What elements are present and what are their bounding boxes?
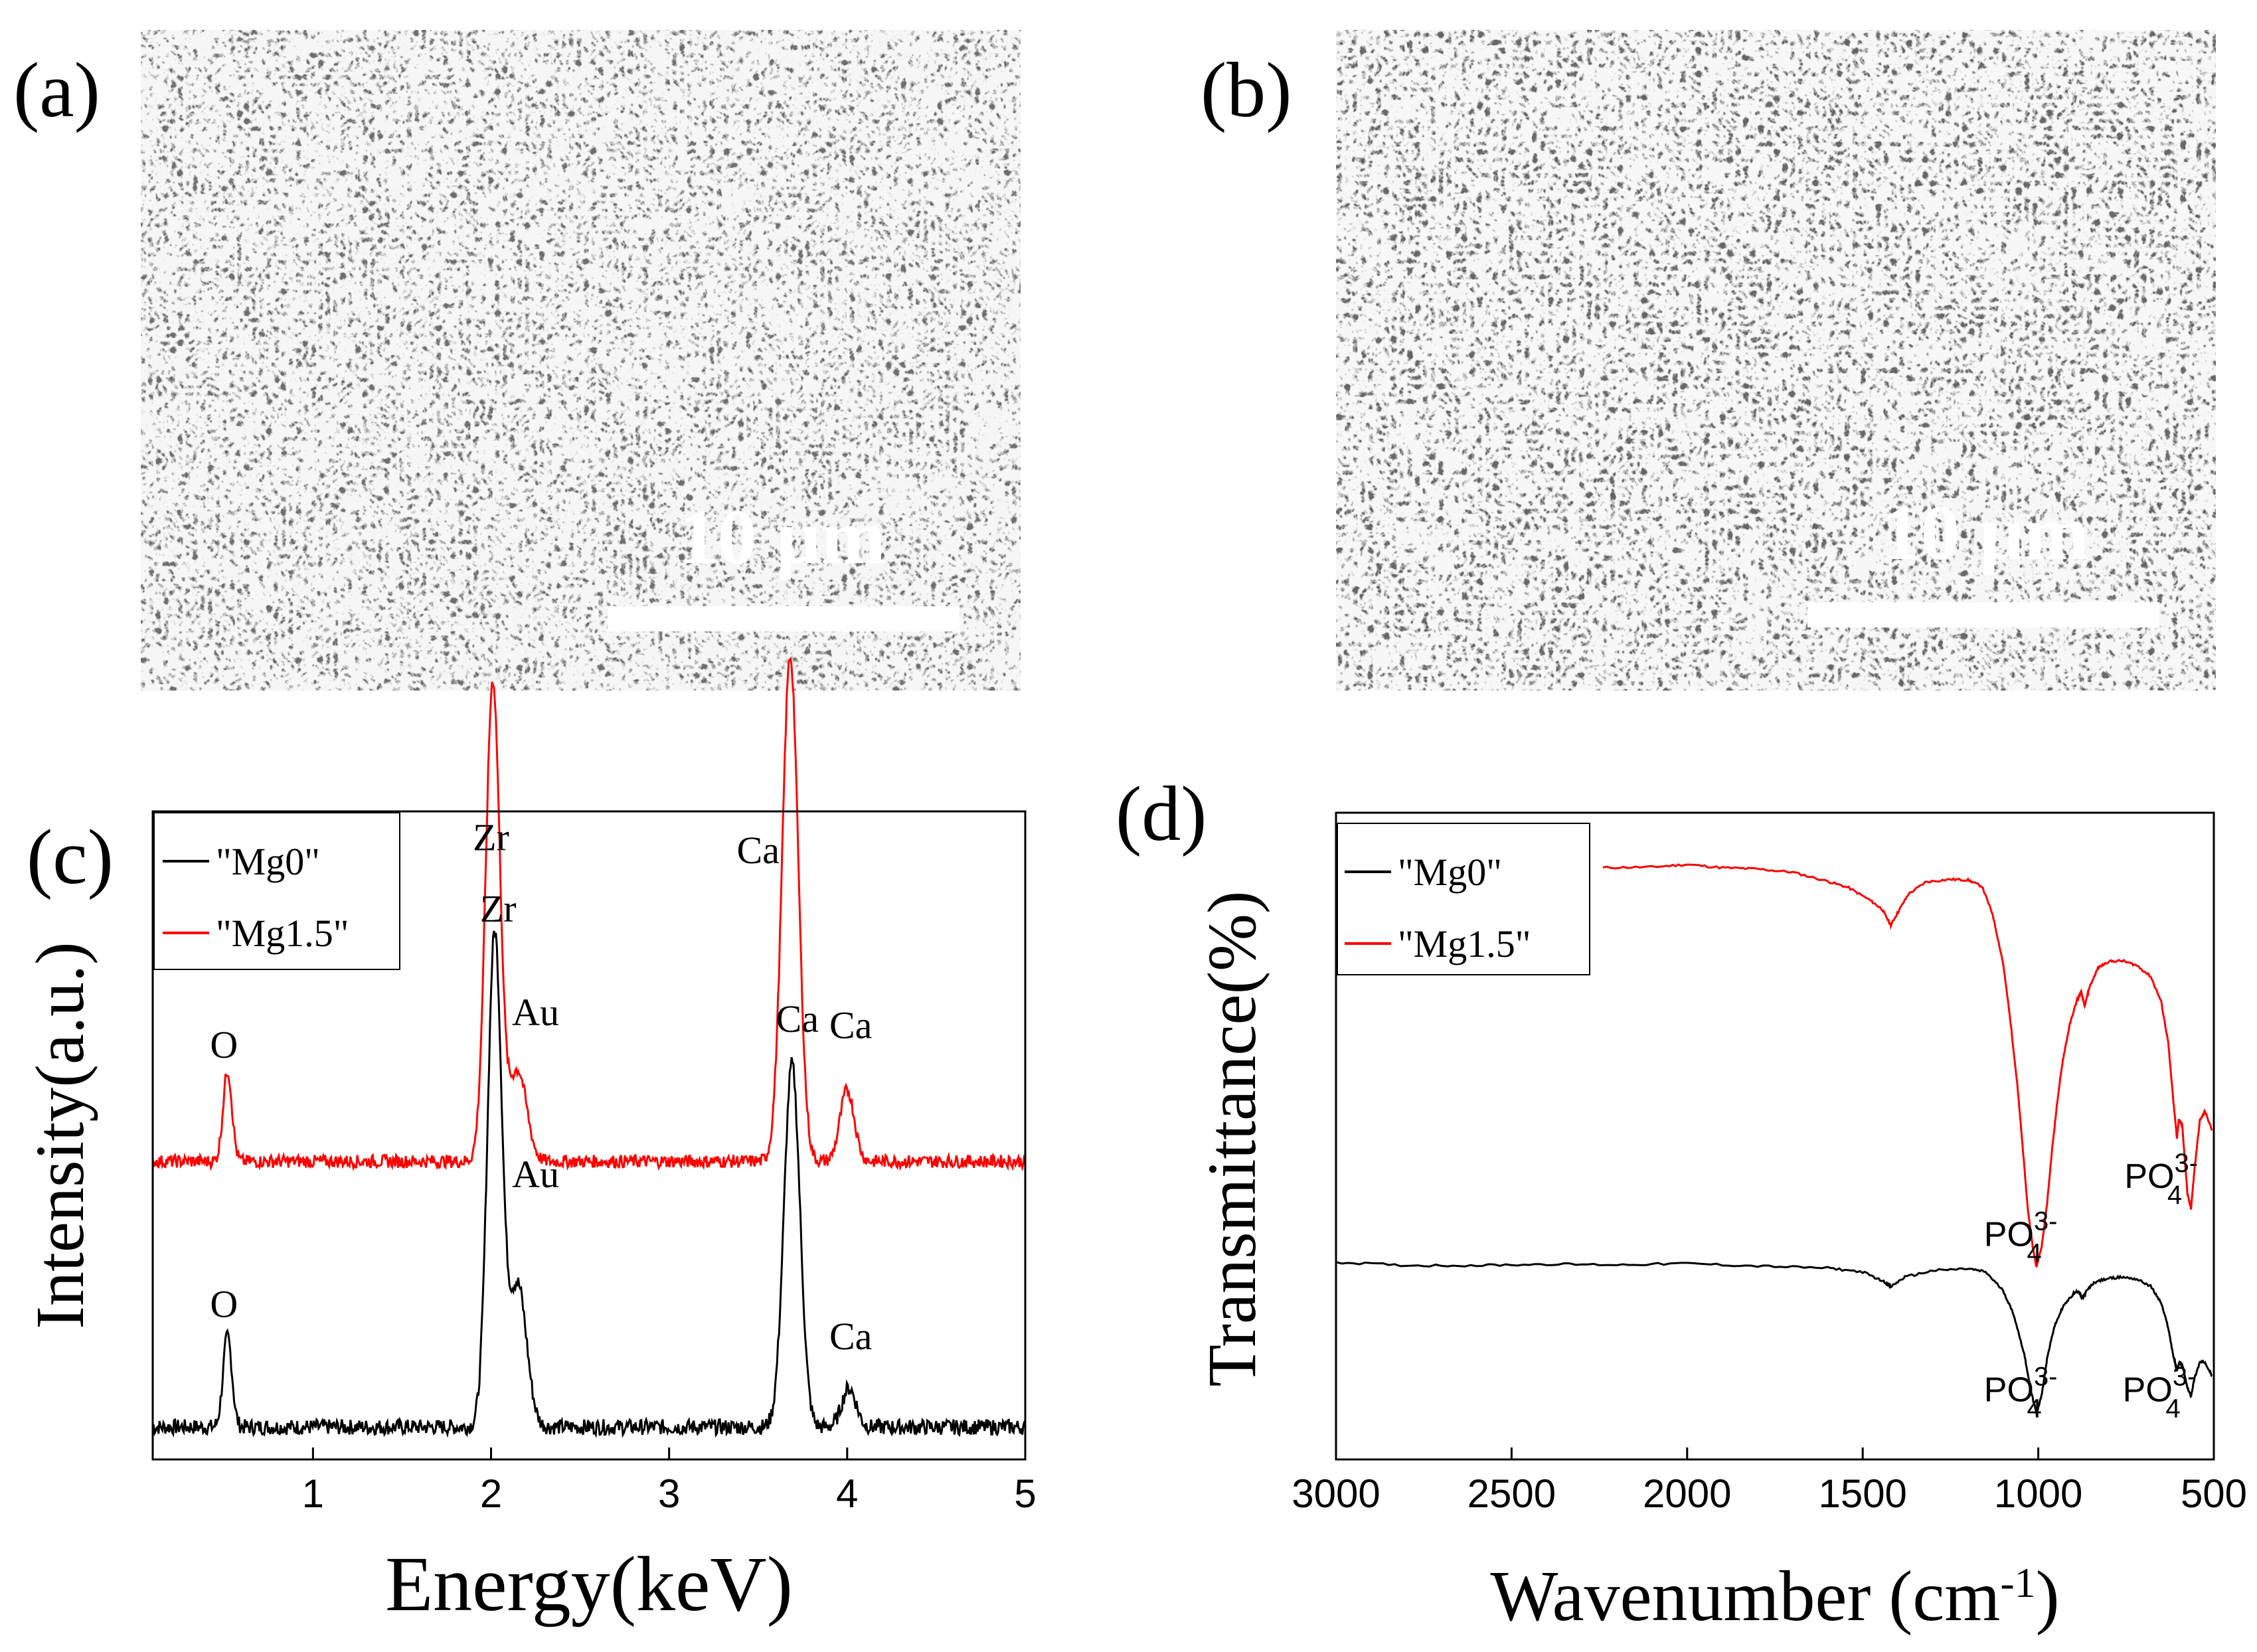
ftir-peak-label: PO3-4 — [1984, 1362, 2058, 1423]
eds-plot-frame — [151, 810, 1027, 1461]
eds-legend-box — [153, 812, 400, 970]
scale-bar-b — [1807, 602, 2159, 627]
eds-peak-label: Ca — [829, 1315, 872, 1358]
ftir-plot-frame — [1335, 811, 2215, 1461]
ftir-legend-mg0: "Mg0" — [1398, 851, 1502, 894]
ftir-series-mg0 — [1335, 1261, 2213, 1418]
eds-x-tick-label: 2 — [480, 1471, 502, 1516]
ftir-y-axis-label: Transmittance(%) — [1194, 890, 1270, 1386]
ftir-legend: "Mg0" "Mg1.5" — [1337, 823, 1590, 975]
ftir-x-axis-label: Wavenumber (cm-1) — [1490, 1557, 2059, 1636]
eds-y-axis-label: Intensity(a.u.) — [22, 942, 98, 1329]
eds-legend-mg0: "Mg0" — [216, 840, 320, 883]
eds-x-tick-label: 5 — [1014, 1471, 1036, 1516]
scale-bar-a — [608, 606, 960, 631]
eds-peak-label: Ca — [776, 997, 819, 1040]
panel-d-label: (d) — [1116, 770, 1207, 857]
eds-chart — [151, 657, 1027, 1439]
ftir-chart — [1335, 863, 2213, 1418]
eds-peak-label: Ca — [829, 1004, 872, 1047]
eds-x-tick-label: 1 — [302, 1471, 324, 1516]
ftir-peak-label: PO3-4 — [2123, 1362, 2197, 1423]
ftir-peak-label: PO3-4 — [1984, 1207, 2058, 1268]
eds-series-mg0 — [151, 930, 1027, 1439]
eds-peak-label: Au — [512, 1153, 559, 1196]
eds-peak-label: Zr — [473, 816, 509, 859]
scale-bar-label-a: 10 μm — [679, 493, 886, 580]
eds-x-axis: 1 2 3 4 5 — [302, 1447, 1037, 1516]
scale-bar-label-b: 10 μm — [1882, 489, 2090, 576]
panel-a: (a) 10 μm — [13, 30, 1021, 691]
eds-peak-label: Au — [512, 991, 559, 1034]
eds-x-tick-label: 4 — [836, 1471, 858, 1516]
ftir-x-tick-label: 3000 — [1292, 1471, 1380, 1516]
ftir-peak-labels: PO3-4 PO3-4 PO3-4 PO3-4 — [1984, 1149, 2198, 1423]
panel-c-label: (c) — [27, 813, 114, 900]
eds-peak-label: O — [210, 1282, 238, 1325]
ftir-legend-mg15: "Mg1.5" — [1398, 922, 1531, 965]
panel-b-label: (b) — [1201, 46, 1292, 133]
eds-series-mg15 — [151, 657, 1027, 1172]
eds-peak-label: O — [210, 1023, 238, 1066]
ftir-x-tick-label: 2000 — [1643, 1471, 1731, 1516]
eds-legend-mg15: "Mg1.5" — [216, 912, 349, 955]
ftir-x-tick-label: 1000 — [1994, 1471, 2082, 1516]
panel-b: (b) 10 μm — [1201, 30, 2216, 691]
eds-legend: "Mg0" "Mg1.5" — [153, 812, 400, 970]
sem-image-a — [141, 30, 1021, 691]
ftir-peak-label: PO3-4 — [2124, 1149, 2198, 1210]
eds-peak-label: Zr — [480, 887, 517, 930]
eds-peak-label: Ca — [737, 829, 780, 872]
ftir-series-mg15 — [1602, 863, 2213, 1268]
ftir-x-tick-label: 1500 — [1818, 1471, 1906, 1516]
panel-a-label: (a) — [13, 46, 100, 133]
eds-x-axis-label: Energy(keV) — [385, 1540, 793, 1627]
ftir-x-tick-label: 500 — [2181, 1471, 2247, 1516]
ftir-legend-box — [1337, 823, 1590, 975]
panel-d: (d) 3000 2500 2000 1500 1000 500 PO3-4PO3-4PO… — [1116, 770, 2247, 1636]
ftir-x-axis: 3000 2500 2000 1500 1000 500 — [1292, 1447, 2247, 1516]
eds-x-tick-label: 3 — [658, 1471, 680, 1516]
ftir-x-tick-label: 2500 — [1467, 1471, 1556, 1516]
sem-image-b — [1336, 30, 2216, 691]
